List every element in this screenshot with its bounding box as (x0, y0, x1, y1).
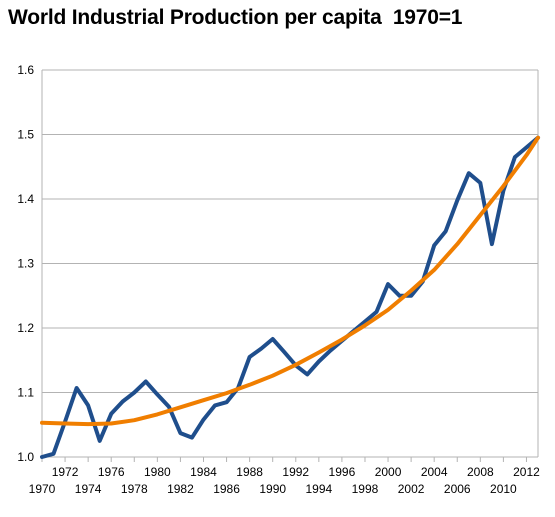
axes (41, 70, 539, 462)
x-tick-label: 1998 (352, 482, 379, 496)
x-tick-label: 1986 (213, 482, 240, 496)
x-tick-label: 2000 (375, 465, 402, 479)
y-tick-labels: 1.0 1.1 1.2 1.3 1.4 1.5 1.6 (17, 63, 34, 464)
data-series-line (40, 135, 540, 459)
y-tick-label: 1.5 (17, 128, 34, 142)
x-tick-label: 1976 (98, 465, 125, 479)
x-tick-label: 1994 (305, 482, 332, 496)
x-tick-label: 1980 (144, 465, 171, 479)
x-tick-label: 1974 (75, 482, 102, 496)
x-tick-label: 2008 (467, 465, 494, 479)
x-tick-label: 1992 (282, 465, 309, 479)
x-tick-label: 2004 (421, 465, 448, 479)
x-tick-label: 2002 (398, 482, 425, 496)
x-tick-label: 1984 (190, 465, 217, 479)
grid-lines (42, 69, 538, 458)
x-tick-label: 2012 (513, 465, 540, 479)
y-tick-label: 1.3 (17, 257, 34, 271)
y-tick-label: 1.2 (17, 321, 34, 335)
series-lines (40, 135, 540, 459)
x-tick-label: 1978 (121, 482, 148, 496)
x-tick-label: 1972 (52, 465, 79, 479)
trend-line (40, 135, 540, 427)
y-tick-label: 1.0 (17, 450, 34, 464)
x-tick-label: 1990 (259, 482, 286, 496)
x-tick-labels: 1972 1976 1980 1984 1988 1992 1996 2000 2004 2008… (29, 465, 540, 496)
x-tick-label: 1970 (29, 482, 56, 496)
x-tick-label: 1996 (329, 465, 356, 479)
x-tick-label: 2006 (444, 482, 471, 496)
chart-title: World Industrial Production per capita 1… (8, 6, 463, 29)
x-tick-label: 1988 (236, 465, 263, 479)
y-tick-label: 1.6 (17, 63, 34, 77)
x-tick-label: 2010 (490, 482, 517, 496)
y-tick-label: 1.1 (17, 386, 34, 400)
y-tick-label: 1.4 (17, 192, 34, 206)
x-tick-label: 1982 (167, 482, 194, 496)
